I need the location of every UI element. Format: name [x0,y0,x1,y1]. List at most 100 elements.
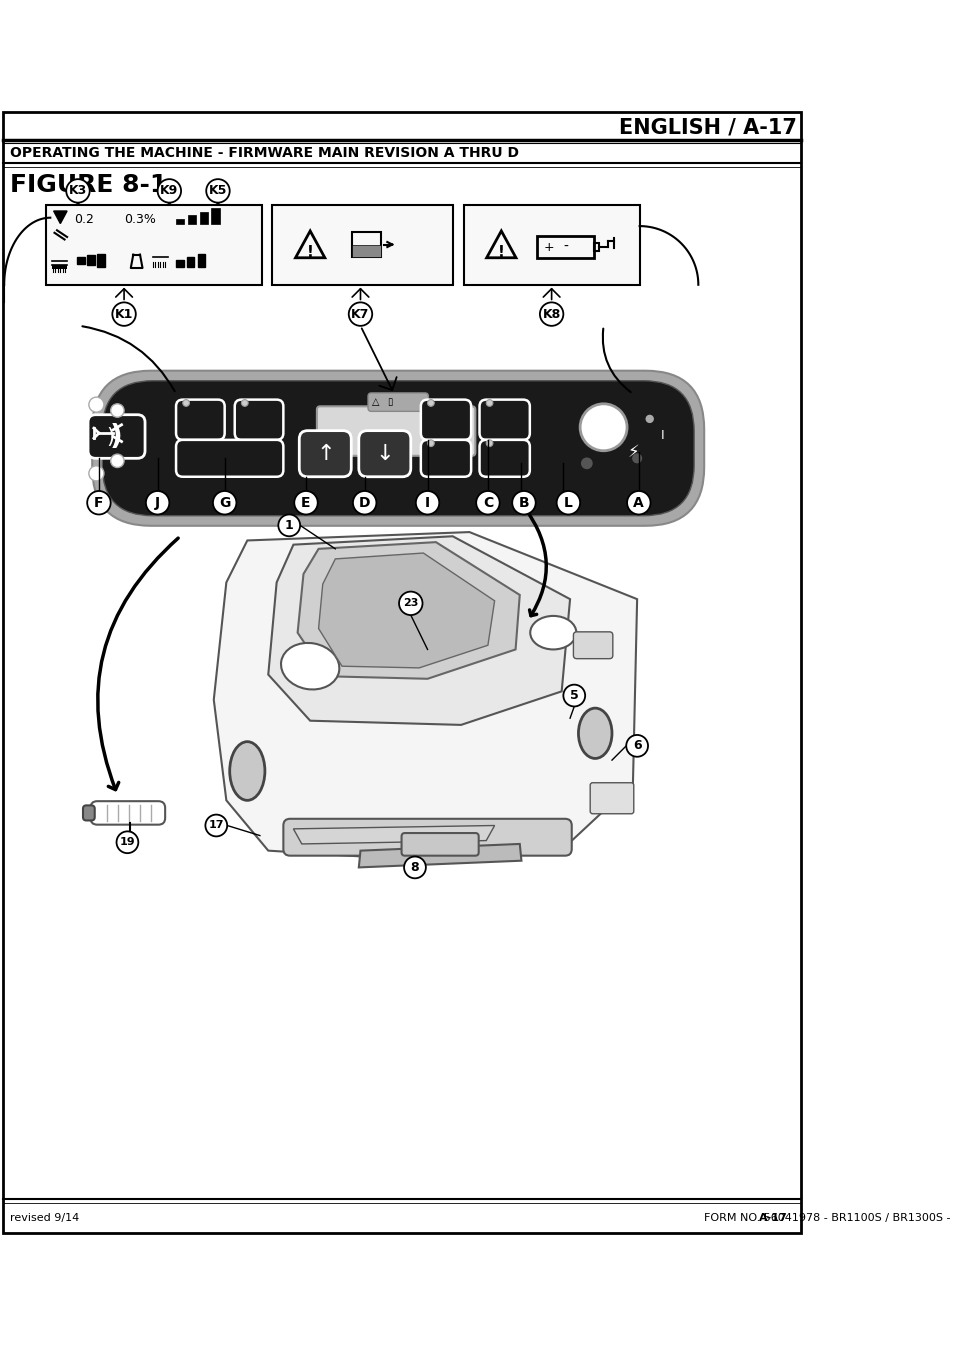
Text: D: D [359,496,371,510]
Text: G: G [219,496,230,510]
Bar [3,112,802,140]
FancyBboxPatch shape [90,802,165,824]
Text: I: I [425,496,430,510]
Text: 0.3%: 0.3% [124,213,156,226]
FancyBboxPatch shape [235,399,283,440]
Text: A: A [634,496,644,510]
Text: ⚡: ⚡ [627,444,638,461]
Text: 19: 19 [120,837,135,847]
Text: 8: 8 [411,861,420,874]
Circle shape [182,399,189,406]
Ellipse shape [530,616,576,650]
Text: K8: K8 [542,308,561,320]
Ellipse shape [229,741,265,800]
Bar [188,215,196,225]
Circle shape [206,179,229,203]
Polygon shape [54,211,67,223]
FancyBboxPatch shape [420,399,471,440]
Circle shape [580,404,627,451]
Polygon shape [359,843,521,868]
Text: F: F [94,496,104,510]
Circle shape [513,491,536,515]
Text: !: ! [307,245,314,260]
Text: K9: K9 [160,184,179,198]
Bar [87,256,95,265]
Circle shape [416,491,440,515]
Polygon shape [294,826,494,843]
FancyBboxPatch shape [176,440,283,476]
Circle shape [427,399,434,406]
Circle shape [427,440,434,447]
Text: 0.2: 0.2 [74,213,94,226]
FancyBboxPatch shape [420,440,471,476]
Text: ▯: ▯ [387,397,393,408]
Circle shape [632,453,642,463]
Text: -: - [564,239,568,254]
Bar [176,261,183,268]
Bar [211,208,220,225]
Text: K1: K1 [115,308,133,320]
Circle shape [627,491,651,515]
Bar [273,206,453,285]
Bar [176,218,184,225]
FancyBboxPatch shape [317,406,475,456]
Text: revised 9/14: revised 9/14 [10,1213,80,1223]
FancyBboxPatch shape [480,399,530,440]
Circle shape [110,455,124,468]
Circle shape [645,414,654,424]
Polygon shape [319,553,494,668]
Bar [3,143,802,163]
Text: B: B [518,496,529,510]
FancyBboxPatch shape [401,833,479,855]
Text: J: J [156,496,160,510]
FancyBboxPatch shape [368,393,428,412]
FancyBboxPatch shape [359,430,411,476]
Bar [198,254,205,268]
Circle shape [404,857,426,878]
Ellipse shape [579,707,612,759]
Bar [537,237,593,258]
Text: +: + [543,241,555,254]
Text: 6: 6 [633,740,641,752]
Circle shape [540,303,564,325]
FancyBboxPatch shape [590,783,634,814]
FancyBboxPatch shape [300,430,351,476]
Bar [593,243,599,252]
Circle shape [348,303,372,325]
FancyBboxPatch shape [480,440,530,476]
Text: C: C [483,496,493,510]
Text: 17: 17 [208,820,224,830]
Text: K7: K7 [351,308,370,320]
Text: !: ! [498,245,505,260]
Bar [52,265,67,269]
Text: FIGURE 8-1: FIGURE 8-1 [10,174,167,196]
Text: ENGLISH / A-17: ENGLISH / A-17 [618,117,797,137]
Text: A-17: A-17 [759,1213,788,1223]
Text: ↓: ↓ [375,444,395,464]
Text: K3: K3 [69,184,87,198]
Text: K5: K5 [208,184,228,198]
Circle shape [564,685,586,706]
Ellipse shape [281,643,339,690]
FancyBboxPatch shape [103,381,694,515]
Text: FORM NO. 56041978 - BR1100S / BR1300S -: FORM NO. 56041978 - BR1100S / BR1300S - [705,1213,954,1223]
Bar [97,254,105,268]
Bar [464,206,639,285]
Circle shape [66,179,89,203]
Circle shape [157,179,181,203]
Circle shape [89,465,104,482]
Circle shape [557,491,580,515]
Circle shape [242,399,248,406]
Circle shape [110,404,124,417]
FancyBboxPatch shape [283,819,572,855]
Text: ): ) [110,422,123,451]
Text: 1: 1 [285,518,294,533]
FancyBboxPatch shape [573,632,612,659]
Circle shape [112,303,135,325]
Bar [200,211,208,225]
Circle shape [476,491,499,515]
Text: L: L [564,496,573,510]
Bar [352,231,381,257]
Circle shape [278,515,300,537]
FancyBboxPatch shape [83,806,95,820]
